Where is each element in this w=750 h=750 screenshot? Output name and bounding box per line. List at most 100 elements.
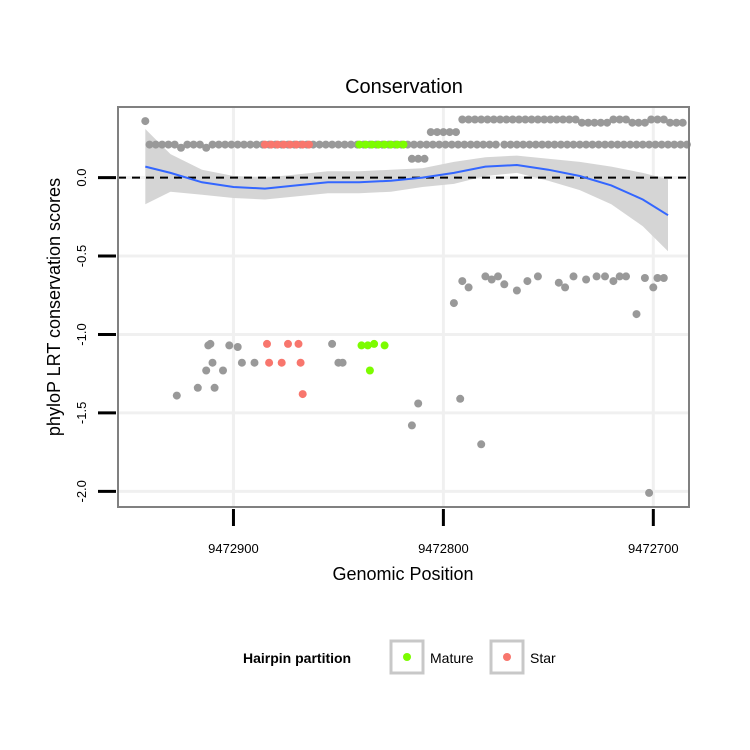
point-other-118 [603, 118, 612, 127]
y-tick-label-0: 0.0 [74, 169, 89, 187]
point-other-81 [651, 140, 660, 149]
point-other-29 [321, 140, 330, 149]
point-other-173 [653, 274, 662, 282]
point-other-124 [640, 118, 649, 127]
point-other-150 [458, 277, 467, 286]
smooth-line-layer [145, 163, 669, 217]
legend-dot-star [503, 653, 511, 661]
point-other-121 [622, 115, 630, 124]
point-other-119 [609, 115, 618, 124]
point-other-59 [512, 140, 521, 149]
point-other-115 [584, 118, 593, 127]
point-other-148 [449, 299, 458, 308]
point-other-107 [533, 115, 542, 124]
point-other-161 [561, 283, 570, 292]
point-other-63 [538, 140, 547, 149]
point-other-131 [172, 391, 181, 400]
point-other-72 [594, 140, 603, 149]
point-other-162 [569, 272, 578, 281]
legend-item-mature: Mature [389, 639, 474, 675]
point-other-135 [206, 339, 215, 348]
smooth-fit-line [145, 163, 669, 217]
point-star-14 [298, 390, 307, 399]
point-other-47 [435, 140, 444, 149]
point-star-5 [292, 140, 301, 149]
point-other-143 [328, 339, 337, 348]
point-mature-12 [380, 341, 389, 350]
point-other-57 [500, 140, 509, 149]
point-other-6 [177, 143, 185, 152]
point-other-61 [525, 140, 534, 149]
x-axis-label: Genomic Position [332, 564, 473, 584]
point-star-4 [286, 140, 295, 149]
plot-panel [117, 106, 691, 508]
point-mature-8 [357, 341, 366, 350]
point-other-75 [613, 140, 622, 149]
x-axis: 9472900 9472800 9472700 [208, 509, 679, 556]
point-other-91 [433, 128, 442, 137]
point-other-50 [454, 140, 463, 149]
point-other-68 [569, 140, 578, 149]
point-other-132 [193, 383, 202, 392]
point-other-85 [676, 140, 685, 149]
point-star-12 [296, 358, 305, 367]
point-mature-11 [370, 339, 379, 348]
point-star-2 [273, 140, 282, 149]
point-other-102 [502, 115, 511, 124]
point-other-96 [464, 115, 473, 124]
point-other-8 [189, 140, 198, 149]
point-star-3 [279, 140, 288, 149]
point-other-71 [588, 140, 597, 149]
point-other-13 [221, 140, 230, 149]
legend-dot-mature [403, 653, 411, 661]
y-axis-label: phyloP LRT conservation scores [44, 178, 64, 436]
point-other-67 [563, 140, 572, 149]
legend: Hairpin partition Mature Star [243, 639, 556, 675]
point-other-18 [252, 140, 261, 149]
point-other-104 [515, 115, 523, 124]
point-other-106 [527, 115, 536, 124]
point-other-99 [483, 115, 492, 124]
point-star-10 [277, 358, 286, 367]
point-other-166 [609, 277, 618, 286]
y-tick-label-4: -2.0 [74, 480, 89, 502]
point-star-7 [305, 140, 313, 149]
point-other-1 [145, 140, 154, 149]
point-other-167 [615, 272, 624, 281]
point-other-74 [607, 140, 616, 149]
point-mature-9 [363, 341, 372, 350]
point-other-136 [208, 358, 217, 367]
point-other-165 [601, 272, 609, 281]
point-other-147 [414, 399, 423, 408]
point-other-49 [447, 140, 456, 149]
point-mature-4 [380, 140, 389, 149]
point-other-149 [456, 394, 465, 403]
point-other-45 [422, 140, 431, 149]
point-other-48 [441, 140, 450, 149]
point-other-126 [653, 115, 662, 124]
point-other-60 [519, 140, 528, 149]
point-star-11 [284, 339, 292, 348]
point-other-138 [219, 366, 227, 375]
point-mature-6 [393, 140, 402, 149]
confidence-ribbon [145, 129, 669, 252]
point-other-114 [577, 118, 586, 127]
point-other-43 [410, 140, 418, 149]
point-other-89 [420, 154, 429, 163]
point-other-77 [626, 140, 635, 149]
point-mature-2 [368, 140, 376, 149]
point-other-14 [227, 140, 236, 149]
point-other-7 [183, 140, 192, 149]
point-other-66 [556, 140, 565, 149]
point-other-55 [485, 140, 494, 149]
point-other-32 [340, 140, 349, 149]
point-other-4 [164, 140, 173, 149]
point-other-78 [632, 140, 641, 149]
point-mature-3 [374, 140, 383, 149]
point-other-2 [151, 140, 160, 149]
point-other-120 [615, 115, 624, 124]
point-other-62 [531, 140, 540, 149]
plot-border [117, 106, 690, 508]
point-star-9 [265, 358, 274, 367]
point-other-58 [506, 140, 515, 149]
